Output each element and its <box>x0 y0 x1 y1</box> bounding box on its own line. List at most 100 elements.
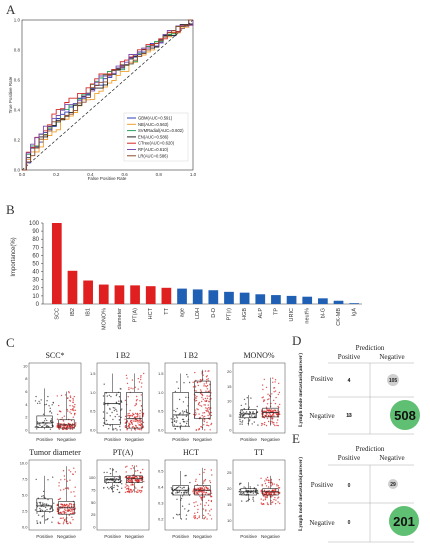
boxplot-point <box>58 482 60 484</box>
boxplot-point <box>115 427 117 430</box>
boxplot-ytick: 20 <box>227 486 232 491</box>
boxplot-point <box>256 492 259 494</box>
boxplot-point <box>204 480 206 482</box>
boxplot-point <box>241 423 243 425</box>
boxplot-point <box>183 493 185 495</box>
boxplot-point <box>195 493 197 495</box>
boxplot-point <box>266 403 269 405</box>
boxplot-point <box>196 492 199 494</box>
boxplot-point <box>195 413 197 415</box>
boxplot-point <box>185 514 188 516</box>
boxplot-point <box>200 490 202 492</box>
boxplot-point <box>126 377 128 379</box>
boxplot-point <box>186 492 188 494</box>
boxplot-point <box>39 503 42 505</box>
boxplot-point <box>170 487 172 489</box>
boxplot-point <box>200 390 202 392</box>
boxplot-point <box>57 522 60 525</box>
boxplot-point <box>134 416 137 419</box>
boxplot-point <box>249 419 251 421</box>
boxplot-point <box>69 471 72 473</box>
boxplot-point <box>271 483 273 485</box>
boxplot-point <box>206 399 208 402</box>
boxplot-point <box>273 391 275 393</box>
boxplot-point <box>204 478 207 481</box>
boxplot-point <box>183 421 185 423</box>
boxplot-point <box>271 502 273 504</box>
boxplot-point <box>195 478 197 480</box>
boxplot-point <box>204 429 206 431</box>
boxplot-point <box>209 514 211 516</box>
boxplot-point <box>178 398 181 401</box>
importance-bar <box>286 295 297 304</box>
boxplot-point <box>174 390 177 393</box>
roc-curve <box>22 19 193 171</box>
boxplot-point <box>137 377 139 380</box>
boxplot-point <box>272 422 274 424</box>
boxplot-point <box>69 521 71 523</box>
boxplot-point <box>120 416 122 419</box>
boxplot-point <box>132 412 134 415</box>
boxplot-point <box>116 410 118 412</box>
boxplot-point <box>71 409 74 411</box>
boxplot-point <box>47 498 49 501</box>
boxplot-point <box>52 509 54 511</box>
boxplot-group-label: Negative <box>125 437 144 443</box>
boxplot-point <box>183 410 186 413</box>
boxplot-point <box>203 383 205 385</box>
boxplot-ytick: 2 <box>25 415 28 420</box>
boxplot-point <box>38 423 40 425</box>
boxplot-point <box>52 516 54 518</box>
boxplot-point <box>268 492 270 494</box>
boxplot-point <box>196 511 199 514</box>
boxplot-point <box>140 420 142 422</box>
boxplot-point <box>135 425 137 427</box>
boxplot-point <box>270 485 272 487</box>
boxplot-point <box>66 504 68 506</box>
boxplot-ytick: 50 <box>91 500 96 505</box>
boxplot-box <box>126 392 143 429</box>
boxplot-point <box>125 471 127 473</box>
boxplot-point <box>202 514 205 517</box>
boxplot-title: PT(A) <box>113 448 134 457</box>
cm-e-tn-circle <box>389 506 419 536</box>
boxplot-point <box>274 402 277 405</box>
boxplot-point <box>73 409 75 412</box>
boxplot-point <box>64 428 67 430</box>
boxplot-panel: MONO% 0 5 10 15 20 Positive Negative <box>227 351 286 443</box>
boxplot-point <box>257 484 259 486</box>
boxplot-point <box>198 516 200 519</box>
boxplot-point <box>139 400 141 402</box>
boxplot-point <box>238 493 241 496</box>
boxplot-panel: TT 10 15 20 25 Positive Negative <box>227 448 286 540</box>
boxplot-point <box>270 409 273 411</box>
boxplot-point <box>194 505 196 508</box>
cm-e-fn: 29 <box>390 482 396 488</box>
boxplot-point <box>252 496 254 499</box>
boxplot-point <box>180 424 182 427</box>
boxplot-point <box>42 413 45 415</box>
boxplot-point <box>61 423 63 425</box>
boxplot-point <box>270 481 273 484</box>
boxplot-box <box>104 392 121 425</box>
boxplot-point <box>60 506 62 508</box>
boxplot-point <box>68 423 70 425</box>
panel-label-c: C <box>6 335 15 350</box>
boxplot-point <box>205 492 207 494</box>
boxplot-point <box>196 408 198 410</box>
boxplot-point <box>63 510 65 512</box>
importance-ytick: 50 <box>32 262 39 268</box>
boxplot-point <box>60 394 63 397</box>
boxplot-point <box>175 421 177 423</box>
boxplot-ytick: 5.0 <box>22 492 28 497</box>
boxplot-point <box>195 429 198 431</box>
boxplot-point <box>116 413 118 416</box>
boxplot-point <box>63 504 65 506</box>
boxplot-point <box>121 408 123 410</box>
boxplot-point <box>239 482 241 485</box>
boxplot-point <box>43 424 45 426</box>
boxplot-box <box>36 415 53 428</box>
boxplot-point <box>207 404 209 406</box>
boxplot-group-label: Negative <box>57 437 76 443</box>
boxplot-point <box>128 486 130 488</box>
